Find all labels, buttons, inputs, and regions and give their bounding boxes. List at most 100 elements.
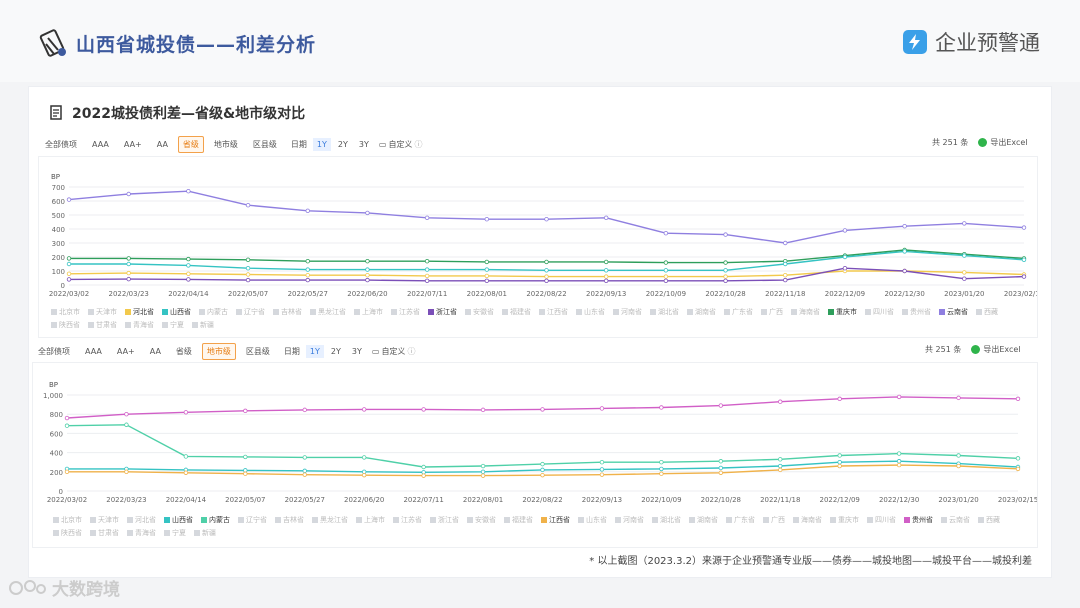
filter-all-bonds[interactable]: 全部债项 xyxy=(45,140,77,149)
filter-county[interactable]: 区县级 xyxy=(252,140,277,149)
export-excel-button[interactable]: 导出Excel xyxy=(978,137,1028,148)
filter-provincial[interactable]: 省级 xyxy=(175,347,192,356)
legend-item[interactable]: 北京市 xyxy=(51,307,80,317)
legend-item[interactable]: 海南省 xyxy=(793,515,822,525)
legend-item[interactable]: 湖北省 xyxy=(650,307,679,317)
help-icon[interactable]: ⓘ xyxy=(407,347,416,356)
legend-item[interactable]: 广西 xyxy=(761,307,783,317)
export-excel-button[interactable]: 导出Excel xyxy=(971,344,1021,355)
legend-item[interactable]: 内蒙古 xyxy=(201,515,230,525)
filter-aaa[interactable]: AAA xyxy=(92,140,109,149)
legend-item[interactable]: 山东省 xyxy=(576,307,605,317)
filter-aa-plus[interactable]: AA+ xyxy=(116,347,135,356)
legend-item[interactable]: 辽宁省 xyxy=(238,515,267,525)
legend-item[interactable]: 甘肃省 xyxy=(88,320,117,330)
filter-municipal[interactable]: 地市级 xyxy=(201,343,236,360)
legend-item[interactable]: 云南省 xyxy=(941,515,970,525)
legend-item[interactable]: 江西省 xyxy=(539,307,568,317)
record-count: 共 251 条 xyxy=(932,138,969,147)
legend-label: 江苏省 xyxy=(401,516,422,524)
legend-item[interactable]: 浙江省 xyxy=(428,307,457,317)
legend-item[interactable]: 河北省 xyxy=(125,307,154,317)
legend-item[interactable]: 四川省 xyxy=(865,307,894,317)
custom-range[interactable]: 自定义 xyxy=(388,140,413,149)
period-1y[interactable]: 1Y xyxy=(312,138,331,151)
legend-item[interactable]: 江西省 xyxy=(541,515,570,525)
legend-item[interactable]: 江苏省 xyxy=(393,515,422,525)
period-2y[interactable]: 2Y xyxy=(330,347,341,356)
legend-swatch xyxy=(236,309,242,315)
legend-item[interactable]: 福建省 xyxy=(504,515,533,525)
legend-item[interactable]: 广东省 xyxy=(724,307,753,317)
legend-item[interactable]: 重庆市 xyxy=(828,307,857,317)
help-icon[interactable]: ⓘ xyxy=(414,140,423,149)
legend-item[interactable]: 西藏 xyxy=(976,307,998,317)
legend-item[interactable]: 贵州省 xyxy=(902,307,931,317)
x-tick-label: 2022/12/30 xyxy=(879,496,919,504)
legend-item[interactable]: 福建省 xyxy=(502,307,531,317)
legend-item[interactable]: 河北省 xyxy=(127,515,156,525)
legend-item[interactable]: 北京市 xyxy=(53,515,82,525)
filter-aa[interactable]: AA xyxy=(156,140,168,149)
filter-all-bonds[interactable]: 全部债项 xyxy=(38,347,70,356)
legend-item[interactable]: 重庆市 xyxy=(830,515,859,525)
filter-aa[interactable]: AA xyxy=(149,347,161,356)
legend-item[interactable]: 安徽省 xyxy=(465,307,494,317)
custom-range[interactable]: 自定义 xyxy=(381,347,406,356)
legend-item[interactable]: 贵州省 xyxy=(904,515,933,525)
legend-item[interactable]: 西藏 xyxy=(978,515,1000,525)
data-point xyxy=(962,270,967,275)
legend-item[interactable]: 浙江省 xyxy=(430,515,459,525)
legend-label: 宁夏 xyxy=(172,529,186,537)
legend-item[interactable]: 山东省 xyxy=(578,515,607,525)
legend-item[interactable]: 湖北省 xyxy=(652,515,681,525)
legend-item[interactable]: 甘肃省 xyxy=(90,528,119,538)
data-point xyxy=(902,223,907,229)
legend-item[interactable]: 四川省 xyxy=(867,515,896,525)
calendar-icon[interactable]: ▭ xyxy=(371,347,380,356)
legend-item[interactable]: 宁夏 xyxy=(162,320,184,330)
legend-item[interactable]: 陕西省 xyxy=(51,320,80,330)
filter-aa-plus[interactable]: AA+ xyxy=(123,140,142,149)
legend-item[interactable]: 新疆 xyxy=(192,320,214,330)
legend-item[interactable]: 新疆 xyxy=(194,528,216,538)
x-tick-label: 2023/01/20 xyxy=(938,496,978,504)
legend-item[interactable]: 青海省 xyxy=(125,320,154,330)
legend-item[interactable]: 吉林省 xyxy=(273,307,302,317)
legend-item[interactable]: 湖南省 xyxy=(687,307,716,317)
legend-item[interactable]: 黑龙江省 xyxy=(310,307,346,317)
calendar-icon[interactable]: ▭ xyxy=(378,140,387,149)
legend-swatch xyxy=(726,517,732,523)
legend-item[interactable]: 云南省 xyxy=(939,307,968,317)
legend-item[interactable]: 河南省 xyxy=(613,307,642,317)
legend-item[interactable]: 黑龙江省 xyxy=(312,515,348,525)
legend-item[interactable]: 青海省 xyxy=(127,528,156,538)
legend-item[interactable]: 河南省 xyxy=(615,515,644,525)
legend-item[interactable]: 上海市 xyxy=(356,515,385,525)
filter-aaa[interactable]: AAA xyxy=(85,347,102,356)
legend-item[interactable]: 山西省 xyxy=(164,515,193,525)
legend-item[interactable]: 吉林省 xyxy=(275,515,304,525)
legend-label: 甘肃省 xyxy=(96,321,117,329)
legend-item[interactable]: 安徽省 xyxy=(467,515,496,525)
legend-item[interactable]: 内蒙古 xyxy=(199,307,228,317)
legend-item[interactable]: 天津市 xyxy=(88,307,117,317)
legend-item[interactable]: 山西省 xyxy=(162,307,191,317)
legend-item[interactable]: 辽宁省 xyxy=(236,307,265,317)
period-3y[interactable]: 3Y xyxy=(351,347,362,356)
legend-item[interactable]: 广西 xyxy=(763,515,785,525)
legend-item[interactable]: 江苏省 xyxy=(391,307,420,317)
legend-item[interactable]: 宁夏 xyxy=(164,528,186,538)
filter-municipal[interactable]: 地市级 xyxy=(213,140,238,149)
legend-item[interactable]: 上海市 xyxy=(354,307,383,317)
filter-provincial[interactable]: 省级 xyxy=(177,136,204,153)
legend-item[interactable]: 湖南省 xyxy=(689,515,718,525)
filter-county[interactable]: 区县级 xyxy=(245,347,270,356)
period-3y[interactable]: 3Y xyxy=(358,140,369,149)
legend-item[interactable]: 广东省 xyxy=(726,515,755,525)
period-2y[interactable]: 2Y xyxy=(337,140,348,149)
legend-item[interactable]: 海南省 xyxy=(791,307,820,317)
legend-item[interactable]: 天津市 xyxy=(90,515,119,525)
period-1y[interactable]: 1Y xyxy=(305,345,324,358)
legend-item[interactable]: 陕西省 xyxy=(53,528,82,538)
